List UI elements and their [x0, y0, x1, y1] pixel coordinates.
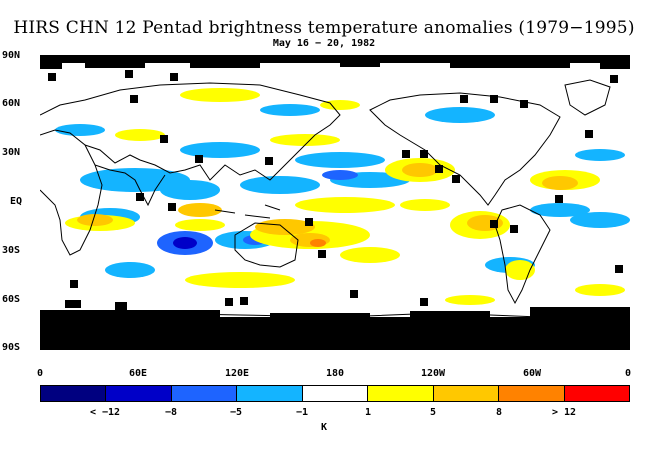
lat-label-60n: 60N — [2, 98, 20, 109]
lon-label-60e: 60E — [129, 368, 147, 379]
colorbar-swatch-2 — [106, 386, 171, 401]
lon-label-120w: 120W — [421, 368, 445, 379]
lat-label-eq: EQ — [10, 196, 22, 207]
anomaly-map — [40, 55, 630, 350]
colorbar-swatch-4 — [237, 386, 302, 401]
colorbar-swatch-9 — [565, 386, 629, 401]
colorbar-label-4: −1 — [296, 407, 308, 418]
colorbar-label-2: −8 — [165, 407, 177, 418]
anomaly-dark-blue — [173, 237, 197, 249]
colorbar-swatch-6 — [368, 386, 433, 401]
colorbar-unit: K — [0, 422, 648, 433]
colorbar-label-5: 1 — [365, 407, 371, 418]
colorbar-swatch-7 — [434, 386, 499, 401]
lon-label-180: 180 — [326, 368, 344, 379]
colorbar-swatch-5 — [303, 386, 368, 401]
lat-label-90s: 90S — [2, 342, 20, 353]
colorbar-label-1: < −12 — [90, 407, 120, 418]
colorbar-label-8: > 12 — [552, 407, 576, 418]
lon-label-60w: 60W — [523, 368, 541, 379]
colorbar-swatch-1 — [41, 386, 106, 401]
lon-label-120e: 120E — [225, 368, 249, 379]
lat-label-90n: 90N — [2, 50, 20, 61]
lat-label-30n: 30N — [2, 147, 20, 158]
lon-label-360: 0 — [625, 368, 631, 379]
colorbar — [40, 385, 630, 402]
colorbar-label-7: 8 — [496, 407, 502, 418]
colorbar-swatch-3 — [172, 386, 237, 401]
map-title: HIRS CHN 12 Pentad brightness temperatur… — [0, 18, 648, 38]
map-subtitle: May 16 − 20, 1982 — [0, 38, 648, 49]
lat-label-30s: 30S — [2, 245, 20, 256]
colorbar-swatch-8 — [499, 386, 564, 401]
anomaly-dark-orange — [310, 239, 326, 247]
colorbar-label-3: −5 — [230, 407, 242, 418]
lat-label-60s: 60S — [2, 294, 20, 305]
colorbar-label-6: 5 — [430, 407, 436, 418]
lon-label-0: 0 — [37, 368, 43, 379]
